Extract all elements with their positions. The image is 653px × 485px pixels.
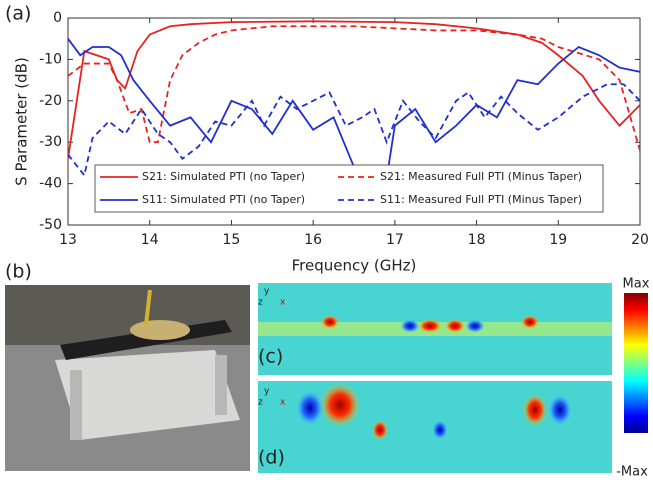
y-tick-label: -40 — [39, 176, 62, 192]
field-lobe — [548, 394, 572, 426]
hexagons — [130, 320, 190, 340]
legend-label: S11: Simulated PTI (no Taper) — [142, 193, 305, 206]
field-lobe — [465, 319, 485, 333]
post — [70, 370, 82, 440]
legend-label: S21: Measured Full PTI (Minus Taper) — [380, 170, 582, 183]
field-lobe — [523, 394, 547, 426]
series-line — [68, 83, 640, 178]
x-tick-label: 16 — [304, 232, 322, 248]
field-lobe — [521, 315, 539, 329]
chart: 13 14 15 16 17 18 19 20 0 -10 -20 -30 -40 -50 Frequenc… — [5, 3, 649, 275]
axis-glyph: z — [258, 298, 263, 308]
x-tick-label: 20 — [631, 232, 649, 248]
field-lobe — [400, 319, 420, 333]
axis-glyph: y — [264, 387, 270, 397]
y-tick-label: -10 — [39, 51, 62, 67]
field-lobe — [418, 319, 442, 333]
field-lobe — [321, 315, 339, 329]
post — [215, 355, 227, 415]
x-tick-label: 15 — [223, 232, 241, 248]
field-lobe — [296, 390, 324, 426]
x-axis-label: Frequency (GHz) — [292, 257, 417, 275]
axis-glyph: y — [264, 287, 270, 297]
x-tick-label: 19 — [549, 232, 567, 248]
y-tick-label: 0 — [53, 10, 62, 26]
y-axis-label: S Parameter (dB) — [13, 57, 31, 186]
legend-label: S11: Measured Full PTI (Minus Taper) — [380, 193, 582, 206]
panel-label: (d) — [258, 447, 285, 469]
x-tick-label: 17 — [386, 232, 404, 248]
field-lobe — [320, 383, 360, 427]
series-line — [68, 38, 640, 206]
field-lobe — [372, 420, 388, 440]
y-tick-label: -20 — [39, 93, 62, 109]
axis-glyph: z — [258, 398, 263, 408]
axis-glyph: x — [280, 398, 286, 408]
panel-label: (a) — [5, 3, 31, 25]
x-tick-label: 18 — [468, 232, 486, 248]
photo — [5, 285, 250, 471]
x-tick-label: 14 — [141, 232, 159, 248]
legend — [94, 164, 604, 213]
field-lobe — [432, 420, 448, 440]
y-tick-label: -50 — [39, 217, 62, 233]
x-tick-label: 13 — [59, 232, 77, 248]
panel-label: (c) — [258, 346, 283, 368]
field-map-d — [258, 381, 612, 473]
series-line — [68, 20, 640, 159]
colorbar-max: Max — [623, 277, 650, 292]
field-map-c — [258, 283, 612, 375]
legend-label: S21: Simulated PTI (no Taper) — [142, 170, 305, 183]
field-lobe — [445, 319, 465, 333]
plate — [55, 350, 240, 440]
colorbar-min: -Max — [616, 465, 648, 480]
colorbar — [624, 293, 648, 433]
axis-glyph: x — [280, 298, 286, 308]
panel-label: (b) — [5, 261, 32, 283]
probe — [144, 289, 152, 326]
y-tick-label: -30 — [39, 134, 62, 150]
series-line — [68, 25, 640, 151]
